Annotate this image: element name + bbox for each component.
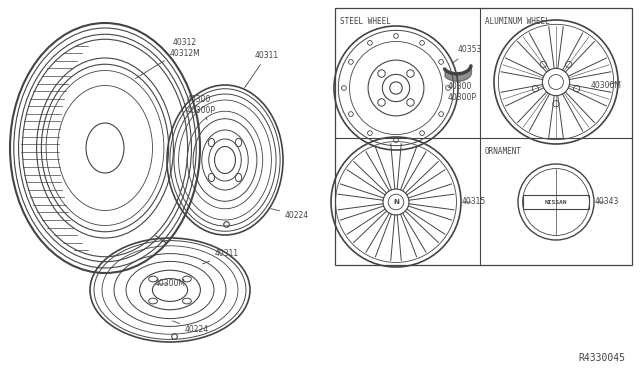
Text: 40300
40300P: 40300 40300P — [187, 95, 216, 120]
Text: ORNAMENT: ORNAMENT — [485, 148, 522, 157]
Text: NISSAN: NISSAN — [545, 199, 567, 205]
Text: 40300
40300P: 40300 40300P — [445, 82, 477, 102]
Text: 40353: 40353 — [452, 45, 483, 63]
Text: R4330045: R4330045 — [578, 353, 625, 363]
Text: 40300M: 40300M — [591, 80, 622, 90]
Text: 40311: 40311 — [203, 250, 239, 264]
Text: 40224: 40224 — [173, 321, 209, 334]
Text: 40315: 40315 — [462, 198, 486, 206]
Text: 40300M: 40300M — [155, 279, 186, 289]
Text: 40224: 40224 — [271, 209, 309, 219]
Text: 40312
40312M: 40312 40312M — [136, 38, 200, 78]
Text: 40343: 40343 — [595, 198, 620, 206]
Text: N: N — [393, 199, 399, 205]
Text: ALUMINUM WHEEL: ALUMINUM WHEEL — [485, 17, 550, 26]
Bar — [335, 8, 632, 265]
Bar — [524, 195, 589, 209]
Text: 40311: 40311 — [244, 51, 279, 88]
Text: STEEL WHEEL: STEEL WHEEL — [340, 17, 391, 26]
